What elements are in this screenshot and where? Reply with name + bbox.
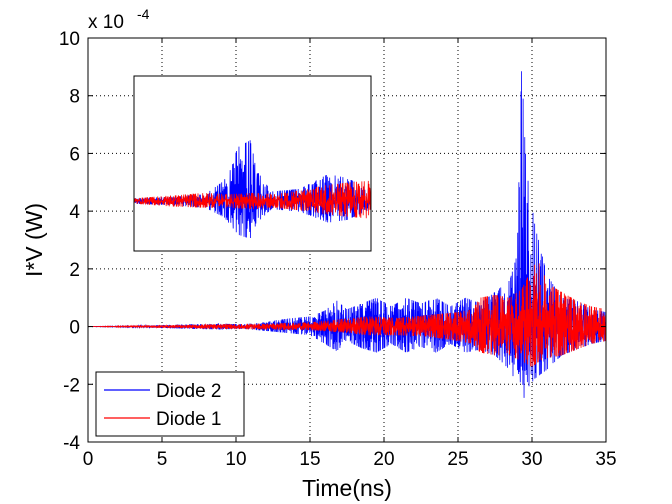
y-exponent-base: x 10: [88, 12, 124, 33]
inset-frame: [133, 75, 372, 252]
y-tick-label: 10: [59, 29, 80, 50]
inset-series-line-diode-1: [133, 180, 372, 219]
inset-series: [133, 140, 372, 239]
x-tick-label: 25: [447, 449, 468, 470]
x-tick-label: 30: [521, 449, 542, 470]
y-exponent-label: x 10 -4: [88, 6, 150, 33]
x-tick-label: 15: [299, 449, 320, 470]
y-tick-label: -2: [63, 375, 80, 396]
legend: Diode 2 Diode 1: [95, 371, 245, 437]
y-tick-label: 4: [69, 202, 80, 223]
x-axis-label: Time(ns): [302, 475, 392, 501]
x-tick-label: 5: [157, 449, 168, 470]
y-tick-label: 0: [69, 318, 80, 339]
plot-frame: [87, 37, 607, 443]
x-tick-label: 0: [83, 449, 94, 470]
plot-series: [88, 71, 607, 398]
ticks: 0 5 10 15 20 25 30 35 -4 -2 0 2 4 6 8 10: [59, 29, 617, 470]
legend-label-diode-2: Diode 2: [156, 381, 222, 402]
legend-label-diode-1: Diode 1: [156, 409, 222, 430]
y-exponent-power: -4: [137, 6, 150, 22]
y-tick-label: 2: [69, 260, 80, 281]
inset-background: [134, 76, 371, 251]
x-tick-label: 20: [373, 449, 394, 470]
y-axis-label: I*V (W): [21, 203, 47, 277]
y-tick-label: 6: [69, 144, 80, 165]
inset-plot: [133, 75, 372, 252]
series-line-diode-1: [88, 263, 607, 367]
legend-box: [95, 371, 245, 437]
x-tick-label: 35: [595, 449, 616, 470]
y-tick-label: 8: [69, 87, 80, 108]
x-tick-label: 10: [225, 449, 246, 470]
y-tick-label: -4: [63, 433, 80, 454]
